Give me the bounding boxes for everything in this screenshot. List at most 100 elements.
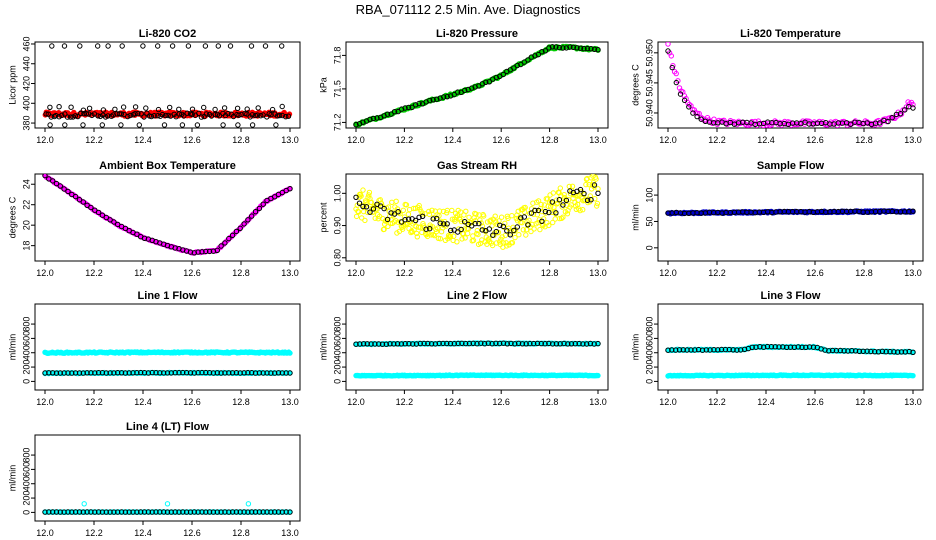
data-point	[489, 341, 495, 347]
data-point	[72, 509, 79, 515]
data-point	[722, 346, 729, 353]
data-point	[576, 340, 582, 347]
data-point	[254, 112, 261, 118]
y-axis-label: ml/min	[7, 334, 17, 361]
data-point	[57, 509, 63, 515]
y-tick-label: 0	[644, 379, 654, 384]
data-point	[511, 227, 517, 234]
data-point	[283, 114, 289, 120]
data-point	[353, 122, 359, 128]
data-point	[430, 216, 436, 222]
data-point	[472, 84, 478, 90]
data-point	[553, 44, 559, 50]
data-point	[112, 106, 118, 113]
data-point	[227, 43, 234, 49]
data-point	[430, 232, 436, 238]
data-point	[518, 215, 524, 221]
data-point	[481, 213, 487, 219]
data-point	[118, 111, 125, 117]
data-point	[118, 509, 125, 515]
data-point	[462, 219, 468, 225]
data-point	[212, 106, 218, 113]
data-point	[272, 509, 278, 515]
x-tick-label: 12.6	[183, 135, 201, 145]
data-point	[88, 204, 94, 211]
data-point	[183, 509, 190, 515]
data-point	[528, 210, 535, 216]
chart-panel: Sample Flow 12.0 12.2 12.4 12.6 12.8 13.0 0 50 10…	[630, 160, 924, 278]
series-points	[353, 340, 601, 379]
data-point	[490, 232, 496, 238]
data-point	[419, 213, 426, 220]
data-point	[67, 114, 74, 120]
y-tick-label: 800	[644, 317, 654, 332]
data-point	[427, 97, 433, 104]
data-point	[95, 209, 102, 216]
data-point	[249, 213, 255, 219]
data-point	[519, 220, 525, 226]
data-point	[234, 105, 241, 112]
data-point	[500, 340, 507, 346]
data-point	[245, 217, 251, 223]
data-point	[402, 341, 408, 347]
series-points	[665, 343, 916, 379]
data-point	[665, 48, 671, 54]
data-point	[196, 110, 202, 117]
data-point	[368, 199, 374, 206]
data-point	[548, 200, 555, 206]
data-point	[686, 104, 692, 110]
data-point	[191, 509, 198, 515]
data-point	[126, 509, 132, 515]
data-point	[539, 49, 545, 55]
plot-frame	[34, 303, 301, 391]
data-point	[155, 43, 161, 49]
y-axis-label: kPa	[318, 77, 328, 93]
x-tick-label: 12.4	[134, 397, 152, 407]
data-point	[581, 46, 587, 52]
data-point	[145, 370, 152, 376]
data-point	[360, 187, 366, 193]
data-point	[374, 115, 380, 121]
data-point	[563, 45, 570, 51]
y-tick-label: 0	[644, 245, 654, 250]
data-point	[181, 113, 187, 119]
data-point	[895, 349, 901, 355]
data-point	[226, 509, 232, 515]
y-tick-label: 50.950	[644, 39, 654, 67]
data-point	[436, 340, 442, 347]
data-point	[673, 79, 679, 86]
data-point	[726, 346, 732, 353]
chart-panel: Ambient Box Temperature 12.0 12.2 12.4 12.6 1…	[7, 160, 301, 278]
data-point	[731, 119, 737, 125]
data-point	[388, 111, 394, 117]
data-point	[49, 43, 55, 49]
data-point	[548, 204, 554, 210]
data-point	[444, 210, 450, 216]
data-point	[189, 111, 195, 118]
data-point	[235, 122, 241, 128]
x-tick-label: 12.4	[444, 397, 462, 407]
data-point	[364, 341, 370, 347]
data-point	[42, 509, 48, 515]
x-tick-label: 12.8	[855, 135, 873, 145]
data-point	[395, 108, 401, 115]
data-point	[80, 509, 87, 515]
data-point	[283, 509, 289, 515]
data-point	[353, 341, 359, 347]
data-point	[549, 341, 556, 347]
data-point	[203, 509, 209, 515]
data-point	[426, 208, 432, 215]
y-tick-label: 200	[644, 360, 654, 375]
data-point	[127, 112, 133, 119]
data-point	[136, 122, 143, 128]
data-point	[437, 95, 443, 101]
data-point	[799, 344, 805, 350]
data-point	[42, 370, 48, 376]
data-point	[134, 509, 140, 515]
data-point	[148, 113, 155, 120]
y-tick-label: 460	[21, 36, 31, 51]
data-point	[103, 509, 110, 515]
x-tick-label: 12.4	[134, 268, 152, 278]
data-point	[256, 205, 263, 212]
data-point	[414, 234, 420, 240]
